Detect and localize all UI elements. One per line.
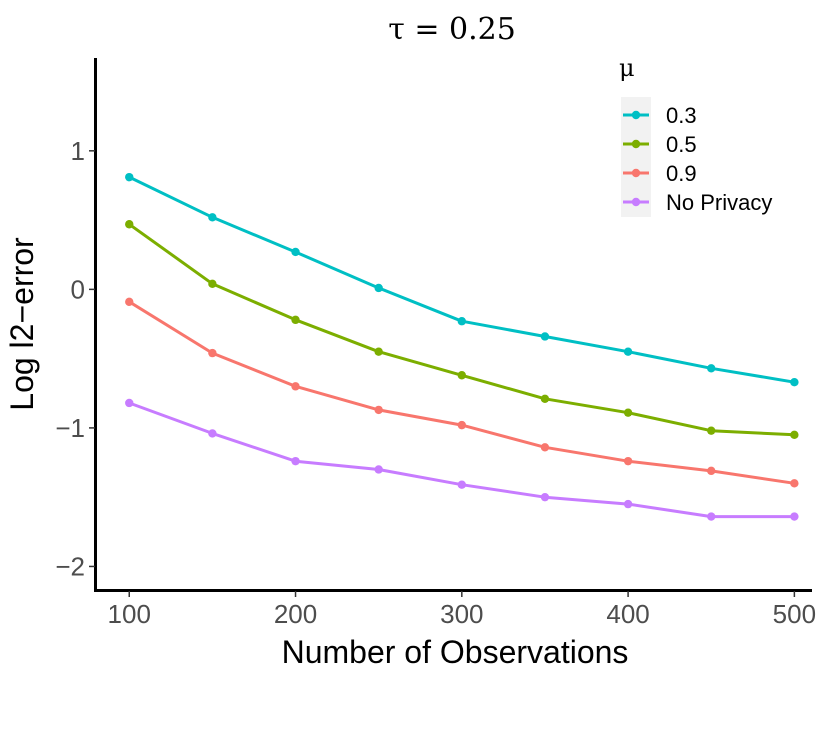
data-point — [707, 512, 716, 521]
data-point — [208, 279, 217, 289]
data-point — [540, 492, 550, 502]
data-point — [707, 426, 716, 435]
data-point — [623, 499, 633, 509]
legend-item: 0.3 — [623, 103, 697, 128]
data-point — [291, 247, 300, 257]
y-axis-title: Log l2−error — [4, 237, 40, 411]
y-tick-label: 1 — [71, 136, 85, 166]
data-point — [540, 332, 550, 341]
series-3 — [125, 398, 799, 521]
data-point — [457, 317, 467, 326]
data-point — [707, 466, 716, 476]
data-point — [291, 315, 300, 325]
series-0 — [125, 172, 799, 387]
data-point — [374, 405, 383, 415]
series-1 — [125, 220, 799, 440]
data-point — [623, 408, 633, 417]
data-point — [374, 347, 383, 356]
y-tick-label: −2 — [55, 551, 85, 581]
x-tick-label: 100 — [108, 599, 151, 629]
data-point — [707, 364, 716, 373]
data-point — [790, 479, 799, 488]
legend-item: 0.5 — [623, 132, 697, 157]
data-point — [790, 512, 799, 521]
legend-label: 0.9 — [666, 161, 697, 186]
y-tick-label: −1 — [55, 413, 85, 443]
data-point — [125, 398, 134, 408]
legend-title: μ — [619, 54, 635, 82]
x-tick-label: 300 — [440, 599, 483, 629]
data-point — [623, 456, 633, 466]
data-point — [790, 377, 799, 387]
data-point — [208, 429, 217, 438]
axis-ticks: 100 200 300 400 500 −2 −1 0 1 — [55, 136, 816, 629]
legend-label: 0.5 — [666, 132, 697, 157]
data-point — [457, 371, 467, 380]
data-point — [457, 420, 467, 430]
legend: μ 0.3 0.5 0.9 No Privacy — [619, 54, 772, 217]
legend-label: No Privacy — [666, 190, 772, 215]
data-point — [540, 394, 550, 404]
legend-key-point — [631, 168, 641, 178]
x-tick-label: 200 — [274, 599, 317, 629]
data-point — [790, 430, 799, 440]
data-point — [125, 172, 134, 182]
legend-key-point — [631, 197, 641, 207]
y-tick-label: 0 — [71, 274, 85, 304]
x-axis-title: Number of Observations — [282, 634, 629, 670]
data-point — [291, 382, 300, 391]
legend-item: No Privacy — [623, 190, 772, 215]
legend-key-point — [631, 110, 641, 120]
data-point — [208, 348, 217, 358]
series-layer — [125, 172, 799, 521]
data-point — [540, 443, 550, 452]
series-line — [128, 300, 795, 485]
series-line — [128, 223, 795, 437]
data-point — [125, 220, 134, 229]
legend-label: 0.3 — [666, 103, 697, 128]
x-tick-label: 400 — [606, 599, 649, 629]
data-point — [208, 213, 217, 222]
data-point — [374, 283, 383, 293]
data-point — [291, 456, 300, 466]
data-point — [457, 480, 467, 489]
data-point — [374, 465, 383, 474]
x-tick-label: 500 — [773, 599, 816, 629]
data-point — [125, 297, 134, 307]
series-line — [128, 401, 795, 519]
y-axis-title-group: Log l2−error — [4, 237, 40, 411]
legend-key-point — [631, 139, 641, 149]
data-point — [623, 347, 633, 356]
legend-item: 0.9 — [623, 161, 697, 186]
chart-title: τ = 0.25 — [388, 12, 516, 47]
series-2 — [125, 297, 799, 488]
